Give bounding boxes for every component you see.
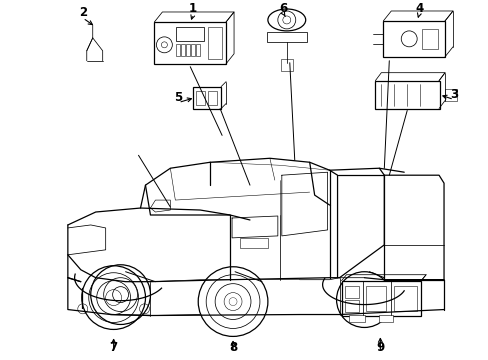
Bar xyxy=(366,286,386,311)
Bar xyxy=(379,315,392,323)
Bar xyxy=(186,44,190,56)
Text: 1: 1 xyxy=(189,3,197,15)
Text: 7: 7 xyxy=(109,341,118,354)
Bar xyxy=(196,91,205,104)
Text: 2: 2 xyxy=(79,6,87,19)
Bar xyxy=(208,91,217,104)
Bar xyxy=(191,44,195,56)
Bar xyxy=(344,300,359,311)
Bar xyxy=(208,27,222,59)
Bar xyxy=(344,286,359,298)
Bar xyxy=(341,281,420,315)
Bar xyxy=(240,238,267,248)
Text: 5: 5 xyxy=(174,91,182,104)
Text: 3: 3 xyxy=(449,88,457,101)
Bar xyxy=(444,89,456,100)
Ellipse shape xyxy=(267,9,305,31)
Bar xyxy=(196,44,200,56)
Bar xyxy=(181,44,185,56)
Bar xyxy=(393,286,416,311)
Bar xyxy=(375,81,439,108)
Text: 9: 9 xyxy=(375,341,384,354)
Bar xyxy=(266,32,306,42)
Bar xyxy=(421,29,437,49)
Bar xyxy=(383,21,444,57)
Bar xyxy=(349,315,365,323)
Bar xyxy=(176,27,204,41)
Text: 8: 8 xyxy=(228,341,237,354)
Bar xyxy=(280,59,292,71)
Bar xyxy=(176,44,180,56)
Text: 6: 6 xyxy=(279,3,287,15)
Bar xyxy=(154,22,225,64)
Bar xyxy=(193,87,221,108)
Circle shape xyxy=(228,298,237,306)
Text: 4: 4 xyxy=(414,3,423,15)
